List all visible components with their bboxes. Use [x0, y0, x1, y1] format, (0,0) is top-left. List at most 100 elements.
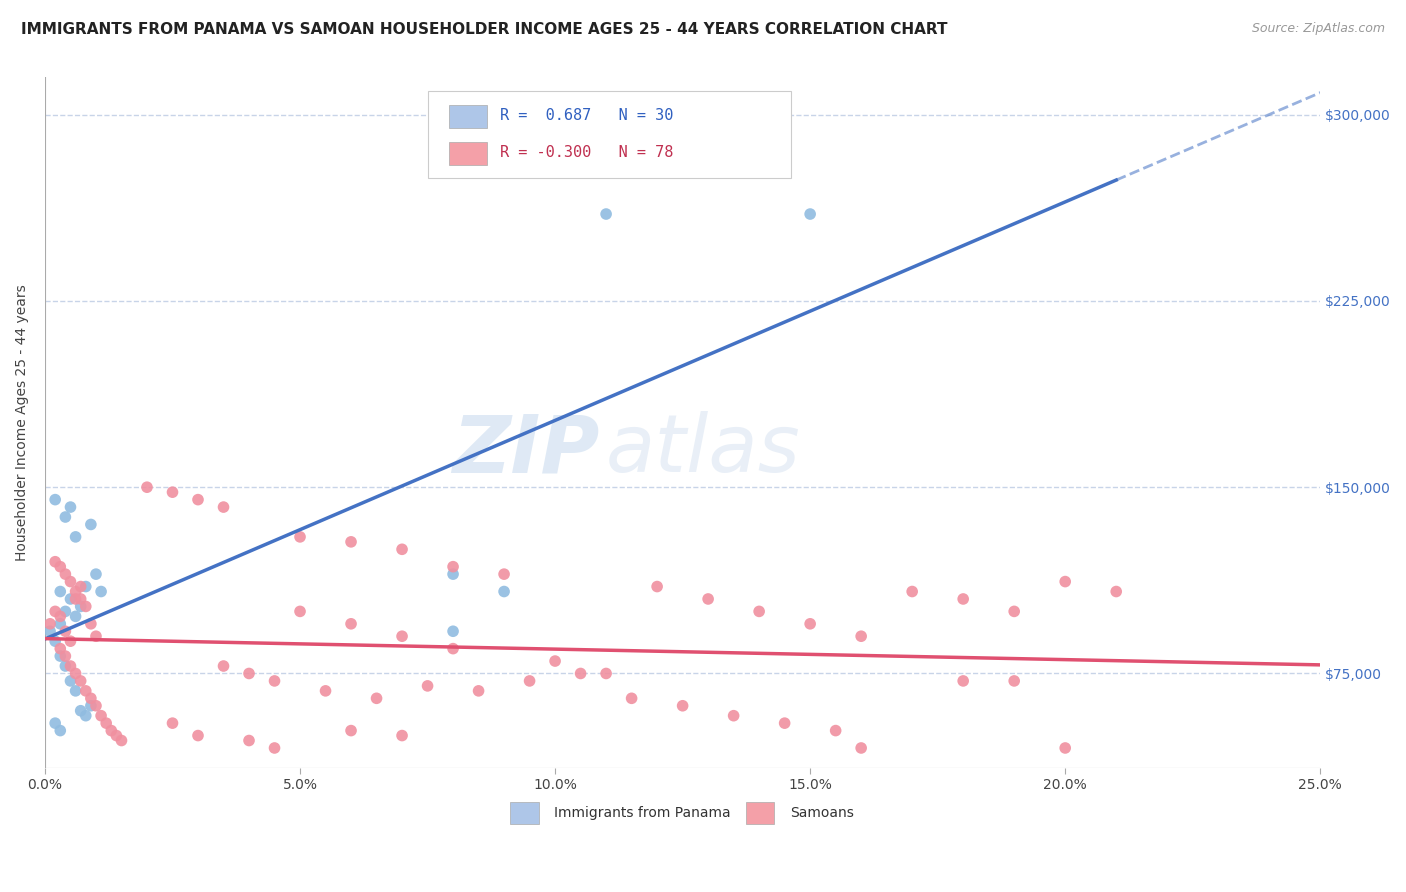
Text: ZIP: ZIP — [453, 411, 600, 489]
Point — [65, 684, 87, 698]
Point — [80, 517, 103, 532]
Point — [69, 591, 91, 606]
Bar — [450, 143, 488, 165]
Point — [53, 567, 76, 582]
Point — [212, 659, 235, 673]
Point — [80, 698, 103, 713]
Text: R =  0.687   N = 30: R = 0.687 N = 30 — [501, 108, 673, 123]
Point — [44, 492, 66, 507]
Point — [1105, 584, 1128, 599]
Point — [53, 624, 76, 639]
Point — [263, 741, 285, 756]
Point — [49, 641, 72, 656]
Point — [441, 567, 464, 582]
Point — [595, 207, 617, 221]
Point — [65, 591, 87, 606]
Point — [49, 616, 72, 631]
Text: Source: ZipAtlas.com: Source: ZipAtlas.com — [1251, 22, 1385, 36]
Point — [65, 584, 87, 599]
Point — [366, 691, 388, 706]
Point — [59, 591, 82, 606]
Point — [1002, 604, 1025, 618]
Point — [391, 729, 413, 743]
Point — [467, 684, 489, 698]
Point — [391, 629, 413, 643]
Point — [49, 649, 72, 664]
Point — [90, 584, 112, 599]
Text: Immigrants from Panama: Immigrants from Panama — [554, 805, 731, 820]
Point — [340, 723, 363, 738]
Point — [544, 654, 567, 668]
Point — [723, 708, 745, 723]
Point — [441, 641, 464, 656]
Point — [416, 679, 439, 693]
FancyBboxPatch shape — [427, 91, 792, 178]
Text: Samoans: Samoans — [790, 805, 853, 820]
Point — [340, 616, 363, 631]
Point — [59, 659, 82, 673]
Point — [288, 604, 311, 618]
Point — [162, 716, 184, 731]
Bar — [510, 802, 538, 824]
Point — [96, 716, 118, 731]
Point — [824, 723, 846, 738]
Point — [75, 599, 97, 614]
Point — [340, 534, 363, 549]
Point — [110, 733, 132, 747]
Point — [494, 567, 516, 582]
Point — [952, 591, 974, 606]
Point — [44, 716, 66, 731]
Point — [44, 634, 66, 648]
Point — [80, 691, 103, 706]
Point — [59, 634, 82, 648]
Point — [1054, 574, 1077, 589]
Point — [65, 666, 87, 681]
Bar — [450, 105, 488, 128]
Point — [672, 698, 695, 713]
Point — [187, 729, 209, 743]
Point — [494, 584, 516, 599]
Text: atlas: atlas — [606, 411, 801, 489]
Point — [75, 684, 97, 698]
Point — [69, 599, 91, 614]
Point — [441, 624, 464, 639]
Point — [773, 716, 796, 731]
Point — [569, 666, 592, 681]
Point — [84, 567, 107, 582]
Point — [53, 604, 76, 618]
Point — [59, 500, 82, 514]
Point — [238, 666, 260, 681]
Text: R = -0.300   N = 78: R = -0.300 N = 78 — [501, 145, 673, 161]
Point — [1002, 673, 1025, 688]
Point — [49, 609, 72, 624]
Point — [59, 673, 82, 688]
Point — [1054, 741, 1077, 756]
Point — [645, 580, 668, 594]
Point — [39, 624, 62, 639]
Point — [90, 708, 112, 723]
Point — [65, 530, 87, 544]
Point — [697, 591, 720, 606]
Point — [49, 723, 72, 738]
Point — [49, 559, 72, 574]
Point — [391, 542, 413, 557]
Point — [53, 649, 76, 664]
Point — [748, 604, 770, 618]
Point — [136, 480, 159, 494]
Point — [288, 530, 311, 544]
Point — [53, 659, 76, 673]
Point — [75, 580, 97, 594]
Point — [69, 580, 91, 594]
Point — [187, 492, 209, 507]
Point — [105, 729, 128, 743]
Point — [162, 485, 184, 500]
Point — [901, 584, 924, 599]
Y-axis label: Householder Income Ages 25 - 44 years: Householder Income Ages 25 - 44 years — [15, 285, 30, 561]
Point — [212, 500, 235, 514]
Point — [238, 733, 260, 747]
Point — [595, 666, 617, 681]
Text: IMMIGRANTS FROM PANAMA VS SAMOAN HOUSEHOLDER INCOME AGES 25 - 44 YEARS CORRELATI: IMMIGRANTS FROM PANAMA VS SAMOAN HOUSEHO… — [21, 22, 948, 37]
Point — [44, 604, 66, 618]
Point — [84, 629, 107, 643]
Point — [849, 741, 872, 756]
